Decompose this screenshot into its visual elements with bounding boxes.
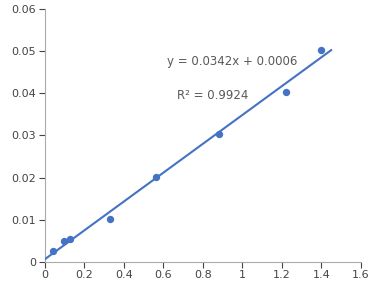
Text: y = 0.0342x + 0.0006: y = 0.0342x + 0.0006 xyxy=(167,55,298,68)
Point xyxy=(107,217,113,221)
Point xyxy=(283,90,289,95)
Point xyxy=(67,236,73,241)
Point xyxy=(318,48,324,52)
Point xyxy=(49,249,55,254)
Point xyxy=(216,132,222,137)
Text: R² = 0.9924: R² = 0.9924 xyxy=(177,88,248,102)
Point xyxy=(61,239,67,243)
Point xyxy=(153,174,159,179)
